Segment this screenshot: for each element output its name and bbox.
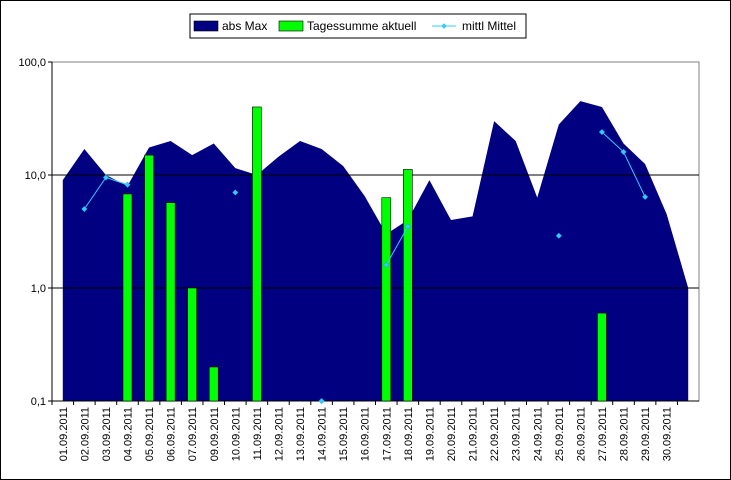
- x-tick-label: 21.09.2011: [468, 407, 480, 461]
- marker: [620, 148, 627, 156]
- y-tick-label: 0,1: [31, 396, 46, 408]
- x-tick-label: 30.09.2011: [662, 407, 674, 461]
- x-tick-label: 19.09.2011: [424, 407, 436, 461]
- marker: [555, 232, 562, 239]
- x-tick-label: 01.09.2011: [58, 407, 70, 461]
- legend-marker: [441, 23, 447, 29]
- marker: [124, 181, 131, 188]
- bar: [208, 366, 219, 402]
- legend-label: mittl Mittel: [462, 19, 516, 33]
- legend-label: abs Max: [222, 19, 267, 33]
- x-tick-label: 14.09.2011: [317, 407, 329, 461]
- x-tick-label: 16.09.2011: [360, 407, 372, 461]
- x-tick-label: 28.09.2011: [619, 407, 631, 461]
- x-tick-label: 07.09.2011: [187, 407, 199, 461]
- x-tick-label: 06.09.2011: [166, 407, 178, 461]
- x-tick-label: 20.09.2011: [446, 407, 458, 461]
- x-tick-label: 26.09.2011: [575, 407, 587, 461]
- area: [62, 101, 689, 402]
- x-tick-label: 03.09.2011: [101, 407, 113, 461]
- y-tick-label: 100,0: [18, 57, 46, 69]
- x-tick-label: 11.09.2011: [252, 407, 264, 460]
- x-tick-label: 12.09.2011: [273, 407, 285, 461]
- marker: [598, 128, 606, 136]
- legend-swatch: [193, 20, 219, 32]
- bar: [122, 193, 133, 402]
- x-tick-label: 17.09.2011: [381, 407, 393, 461]
- x-tick-label: 15.09.2011: [338, 407, 350, 461]
- legend: [189, 13, 527, 39]
- bar: [381, 197, 392, 402]
- x-tick-label: 27.09.2011: [597, 407, 609, 461]
- bar: [597, 312, 607, 402]
- marker: [404, 223, 412, 230]
- x-tick-label: 25.09.2011: [554, 407, 566, 461]
- line: [385, 226, 409, 266]
- marker: [81, 205, 88, 213]
- marker: [232, 189, 239, 196]
- marker: [641, 193, 649, 201]
- marker: [383, 261, 390, 269]
- legend-swatch: [278, 20, 304, 32]
- x-tick-label: 02.09.2011: [79, 407, 91, 461]
- y-tick-label: 1,0: [31, 283, 46, 295]
- x-tick-label: 05.09.2011: [144, 407, 156, 461]
- bar: [403, 169, 413, 402]
- bar: [252, 106, 262, 402]
- x-tick-label: 18.09.2011: [403, 407, 415, 461]
- x-tick-label: 22.09.2011: [489, 407, 501, 461]
- x-tick-label: 29.09.2011: [640, 407, 652, 461]
- x-tick-label: 13.09.2011: [295, 407, 307, 461]
- x-tick-label: 04.09.2011: [122, 407, 134, 461]
- x-tick-label: 24.09.2011: [532, 407, 544, 461]
- y-tick-label: 10,0: [25, 170, 46, 182]
- x-tick-label: 23.09.2011: [511, 407, 523, 461]
- legend-label: Tagessumme aktuell: [307, 19, 416, 33]
- bar: [144, 154, 154, 402]
- marker: [102, 174, 110, 181]
- x-tick-label: 10.09.2011: [230, 407, 242, 461]
- bar: [187, 287, 197, 402]
- bar: [165, 202, 176, 402]
- marker: [318, 397, 325, 405]
- x-tick-label: 09.09.2011: [209, 407, 221, 461]
